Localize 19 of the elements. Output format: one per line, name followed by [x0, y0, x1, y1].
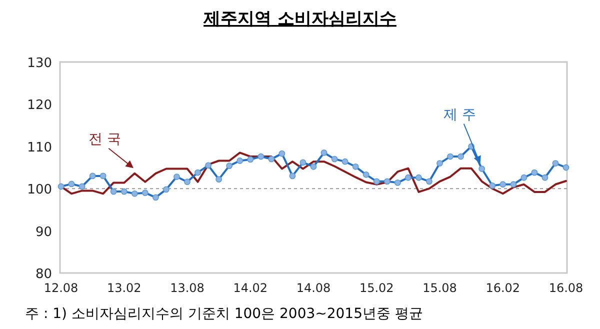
y-tick-label: 100: [27, 182, 52, 198]
y-tick-label: 80: [35, 267, 52, 282]
chart-title: 제주지역 소비자심리지수: [202, 9, 396, 29]
x-tick-label: 16.08: [548, 281, 584, 295]
y-tick-label: 110: [27, 140, 52, 156]
series-label: 제 주: [444, 106, 476, 123]
text: 전 국: [88, 131, 121, 148]
y-tick-label: 130: [27, 56, 52, 71]
x-tick-label: 13.08: [170, 281, 204, 295]
y-tick-label: 90: [35, 224, 52, 240]
x-tick-label: 15.08: [422, 281, 457, 295]
y-tick-label: 120: [27, 98, 52, 114]
x-tick-label: 12.08: [44, 281, 78, 295]
x-tick-label: 14.08: [296, 281, 331, 295]
x-tick-label: 15.02: [359, 281, 394, 295]
x-tick-label: 13.02: [106, 281, 142, 295]
x-tick-label: 16.02: [486, 281, 520, 295]
x-tick-label: 14.02: [233, 281, 268, 295]
text: 주 : 1) 소비자심리지수의 기준치 100은 2003~2015년중 평균: [25, 306, 423, 322]
